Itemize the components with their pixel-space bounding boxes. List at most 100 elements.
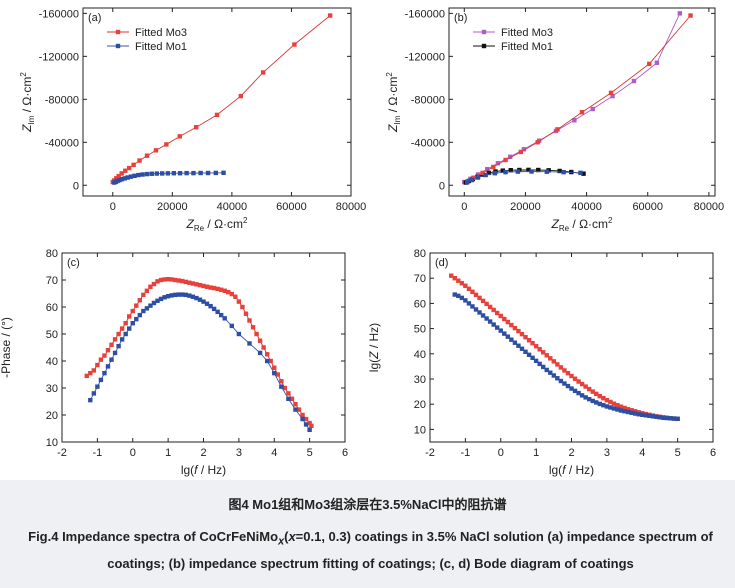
legend-label: Fitted Mo1 <box>501 41 553 53</box>
data-point <box>519 331 525 337</box>
y-tick-label: -80000 <box>411 94 445 106</box>
data-point <box>548 370 553 375</box>
x-tick-label: 80000 <box>694 201 725 213</box>
data-point <box>215 286 220 292</box>
data-point <box>518 149 524 155</box>
data-point <box>303 422 309 427</box>
y-tick-label: -40000 <box>411 137 445 149</box>
data-point <box>292 42 297 47</box>
y-tick-label: 60 <box>46 302 58 314</box>
x-tick-label: 0 <box>110 201 116 213</box>
data-point <box>173 277 178 283</box>
data-point <box>480 313 486 318</box>
data-point <box>473 307 479 312</box>
data-point <box>629 410 634 415</box>
x-tick-label: 6 <box>342 447 348 459</box>
x-tick-label: 1 <box>533 447 539 459</box>
data-point <box>140 172 145 177</box>
y-axis-label-sub: Im <box>393 115 402 124</box>
data-point <box>537 347 542 352</box>
data-point <box>625 407 631 412</box>
data-point <box>116 331 121 337</box>
data-point <box>509 337 514 342</box>
data-point <box>558 365 564 370</box>
data-point <box>158 296 164 302</box>
data-point <box>487 304 493 310</box>
data-point <box>688 13 693 18</box>
y-tick-label: 70 <box>46 275 58 287</box>
data-point <box>184 170 189 176</box>
x-axis-label-main: lg( <box>181 463 194 477</box>
data-point <box>486 170 491 176</box>
data-point <box>208 285 213 290</box>
y-axis-label-sup: 2 <box>19 72 28 77</box>
data-point <box>495 161 501 166</box>
data-point <box>509 322 514 328</box>
series-a-1 <box>112 170 226 185</box>
data-point <box>211 306 217 312</box>
x-tick-label: 80000 <box>336 201 367 213</box>
data-point <box>218 312 224 318</box>
chart-panel-b: 0 20000 40000 60000 80000 0 -40000 -80000 -12000… <box>385 7 725 233</box>
data-point <box>130 321 135 326</box>
legend-marker <box>115 29 121 35</box>
data-point <box>586 386 592 392</box>
data-point <box>456 278 461 283</box>
legend-label: Fitted Mo3 <box>501 27 553 39</box>
data-point <box>581 171 586 176</box>
data-point <box>533 358 539 364</box>
data-point <box>194 282 199 287</box>
legend-label: Fitted Mo3 <box>135 27 187 39</box>
data-point <box>640 412 645 417</box>
data-point <box>466 286 472 291</box>
x-tick-label: 1 <box>165 447 171 459</box>
data-point <box>289 396 295 401</box>
data-point <box>551 373 557 378</box>
data-point <box>164 142 169 147</box>
data-point <box>523 334 528 340</box>
x-tick-label: 3 <box>236 447 242 459</box>
x-axis-label: ZRe / Ω·cm2 <box>551 216 614 233</box>
data-point <box>615 403 620 408</box>
data-point <box>286 396 291 401</box>
y-axis-label-italic: Z <box>367 351 381 360</box>
data-point <box>98 357 104 362</box>
data-point <box>279 379 284 384</box>
data-point <box>279 384 284 389</box>
data-point <box>193 125 199 130</box>
x-tick-label: 5 <box>675 447 681 459</box>
y-tick-label: 10 <box>46 437 58 449</box>
data-point <box>470 304 475 309</box>
data-point <box>261 345 266 350</box>
y-tick-label: -80000 <box>45 94 79 106</box>
data-point <box>675 416 680 422</box>
data-point <box>197 282 203 288</box>
data-point <box>264 358 270 364</box>
x-axis-label: ZRe / Ω·cm2 <box>186 216 249 233</box>
data-point <box>551 359 557 364</box>
data-point <box>158 277 164 283</box>
x-tick-label: 2 <box>200 447 206 459</box>
data-point <box>98 377 104 383</box>
data-point <box>177 134 182 139</box>
figure-panels: 0 20000 40000 60000 800000-40000-80000-12000… <box>0 7 725 477</box>
y-tick-label: 0 <box>439 180 445 192</box>
data-point <box>136 172 141 178</box>
data-point <box>512 340 518 345</box>
data-point <box>505 334 511 339</box>
data-point <box>112 337 118 342</box>
data-point <box>487 319 493 324</box>
data-point <box>264 352 270 357</box>
data-point <box>503 157 508 163</box>
x-tick-label: 60000 <box>276 201 307 213</box>
data-point <box>282 385 288 391</box>
data-point <box>608 90 614 96</box>
data-point <box>452 292 457 297</box>
data-point <box>257 338 263 343</box>
data-point <box>116 343 121 349</box>
x-axis-label-unit: / Ω·cm <box>204 217 243 231</box>
data-point <box>579 110 585 115</box>
data-point <box>114 176 119 181</box>
data-point <box>484 301 489 307</box>
data-point <box>508 168 513 173</box>
